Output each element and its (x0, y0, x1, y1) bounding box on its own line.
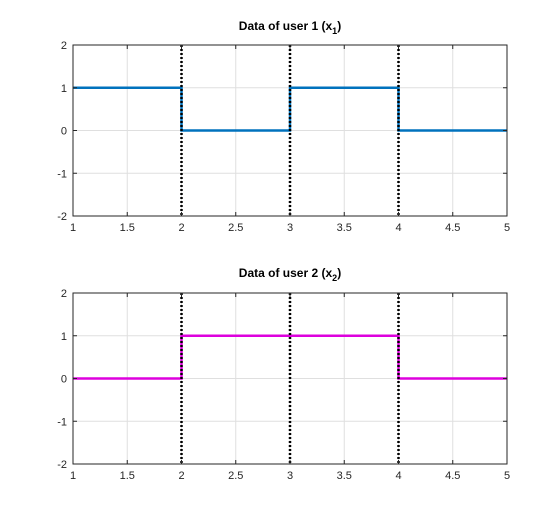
y-tick-label-1: -1 (57, 168, 67, 180)
vertical-markers-user-2 (180, 293, 400, 464)
y-tick-label-2: 0 (61, 126, 67, 138)
x-tick-label-7: 4.5 (445, 470, 460, 482)
subplot-user-2: Data of user 2 (x2) 1 1.5 2 2.5 3 3.5 4 4.5 5-2-… (57, 266, 510, 482)
y-tick-label-0: -2 (57, 211, 67, 223)
chart-title-user-2-main: Data of user 2 (x (239, 266, 333, 280)
x-tick-label-1: 1.5 (120, 470, 135, 482)
chart-title-user-2-subscript: 2 (332, 273, 337, 283)
x-tick-label-8: 5 (504, 470, 510, 482)
x-tick-label-2: 2 (178, 470, 184, 482)
series-layer-user-2 (73, 334, 507, 380)
y-tick-label-3: 1 (61, 83, 67, 95)
x-tick-label-8: 5 (504, 222, 510, 234)
chart-title-user-2-close: ) (337, 266, 341, 280)
x-tick-label-5: 3.5 (337, 470, 352, 482)
x-tick-label-2: 2 (178, 222, 184, 234)
x-tick-label-0: 1 (70, 222, 76, 234)
chart-title-user-1-subscript: 1 (332, 26, 337, 36)
ticks-user-1: 1 1.5 2 2.5 3 3.5 4 4.5 5 -2 -1 0 1 2 (57, 40, 510, 234)
x-tick-label-4: 3 (287, 222, 293, 234)
chart-title-user-1: Data of user 1 (x1) (239, 19, 341, 36)
y-tick-label-0: -2 (57, 459, 67, 471)
x-tick-label-0: 1 (70, 470, 76, 482)
chart-title-user-1-close: ) (337, 19, 341, 33)
y-tick-label-4: 2 (61, 288, 67, 300)
x-tick-label-4: 3 (287, 470, 293, 482)
y-tick-label-1: -1 (57, 416, 67, 428)
ticks-user-2: 1 1.5 2 2.5 3 3.5 4 4.5 5 -2 -1 0 1 2 (57, 288, 510, 482)
y-tick-label-2: 0 (61, 374, 67, 386)
y-tick-label-3: 1 (61, 331, 67, 343)
x-tick-label-7: 4.5 (445, 222, 460, 234)
x-tick-label-3: 2.5 (228, 470, 243, 482)
x-tick-label-1: 1.5 (120, 222, 135, 234)
x-tick-label-5: 3.5 (337, 222, 352, 234)
x-tick-label-6: 4 (395, 470, 401, 482)
y-tick-label-4: 2 (61, 40, 67, 52)
x-tick-label-3: 2.5 (228, 222, 243, 234)
vertical-markers-user-1 (180, 45, 400, 216)
chart-title-user-2: Data of user 2 (x2) (239, 266, 341, 283)
chart-title-user-1-main: Data of user 1 (x (239, 19, 333, 33)
series-line-0 (73, 334, 507, 380)
x-tick-label-6: 4 (395, 222, 401, 234)
subplot-user-1: Data of user 1 (x1) 1 1.5 2 2.5 3 3.5 4 4.5 5-2-… (57, 19, 510, 234)
